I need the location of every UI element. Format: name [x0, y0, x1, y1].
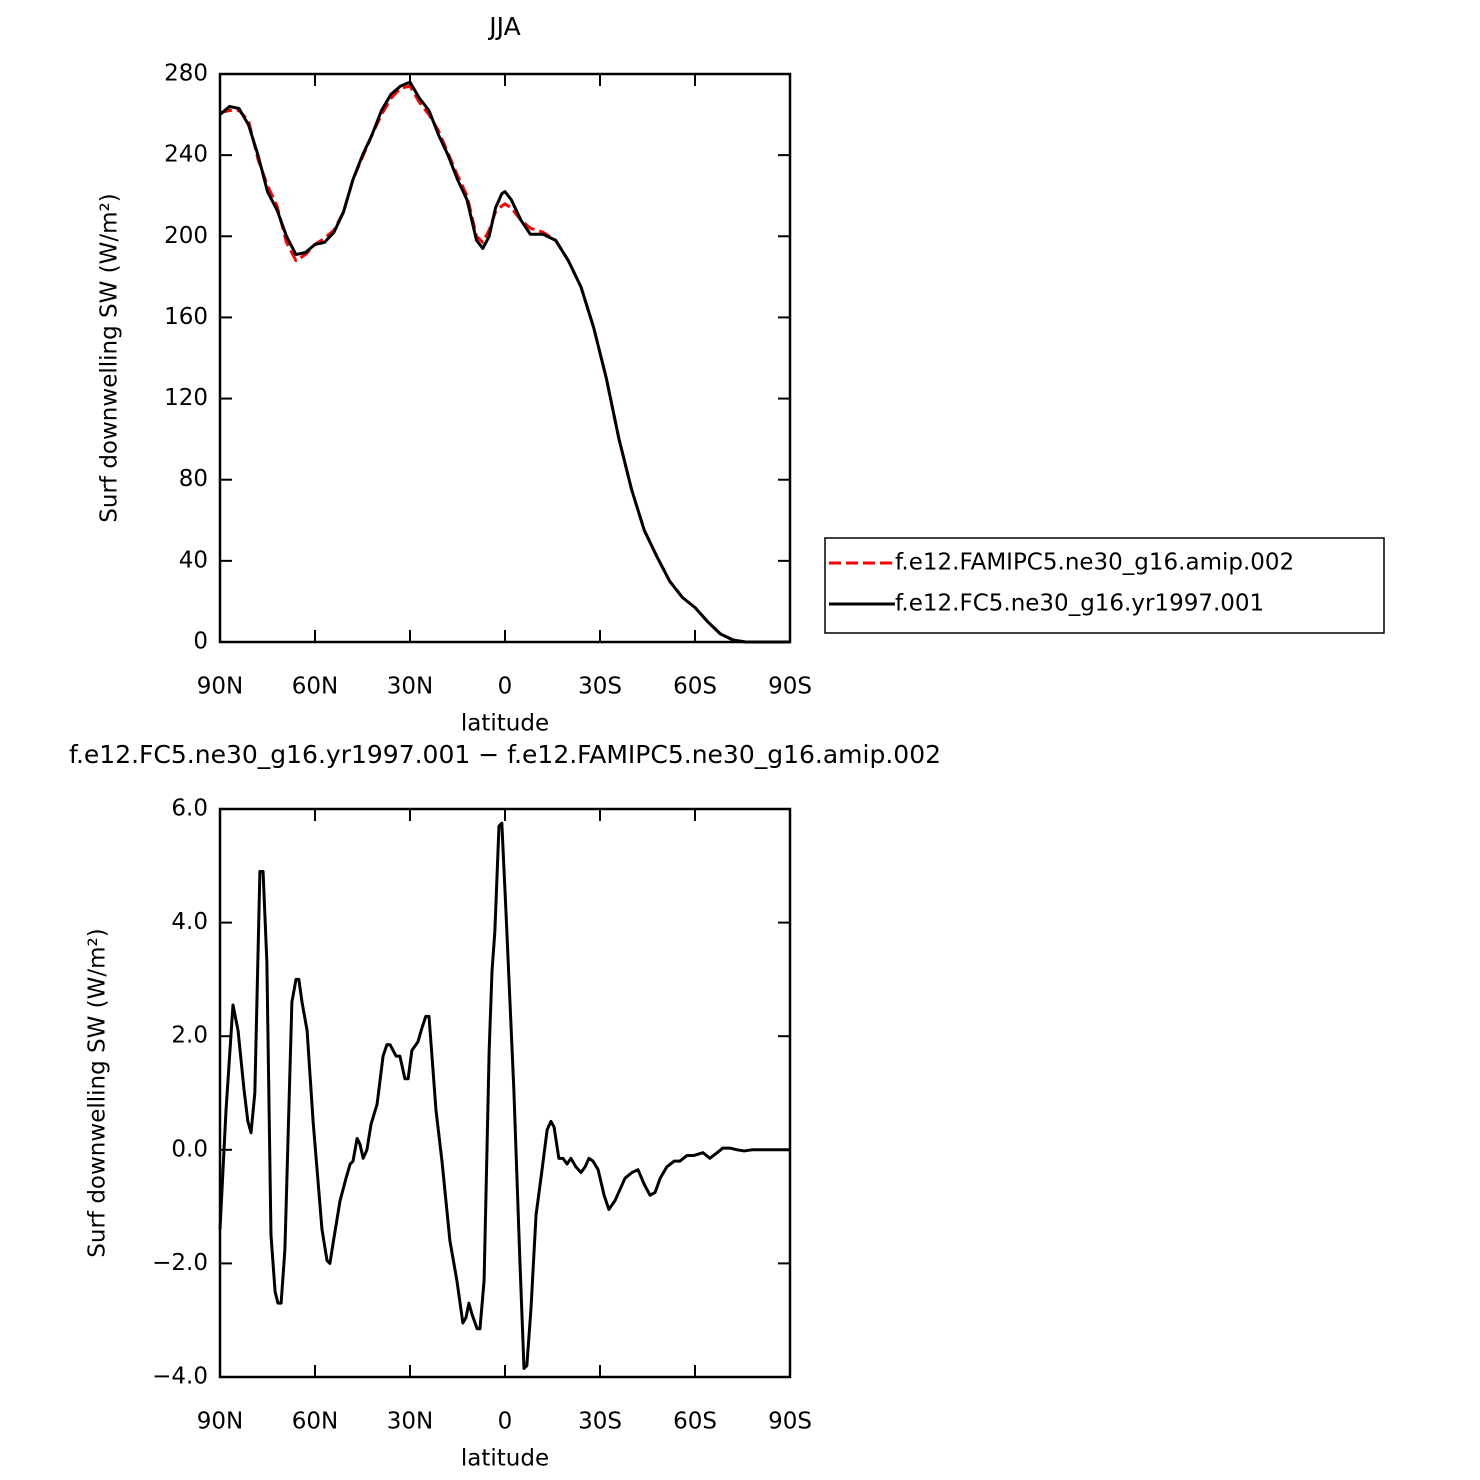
x-tick-label: 60N	[292, 1409, 338, 1435]
data-line	[219, 84, 790, 644]
legend-label: f.e12.FAMIPC5.ne30_g16.amip.002	[895, 550, 1294, 576]
y-tick-label: 80	[179, 466, 208, 492]
data-line	[218, 821, 790, 1370]
x-tick-label: 30N	[387, 1409, 433, 1435]
x-tick-label: 0	[498, 1409, 513, 1435]
y-tick-label: −4.0	[152, 1364, 208, 1390]
x-tick-label: 60S	[673, 674, 717, 700]
y-tick-label: 4.0	[171, 909, 208, 935]
y-tick-label: 40	[179, 547, 208, 573]
x-tick-label: 90N	[197, 674, 243, 700]
data-line	[219, 80, 790, 644]
x-tick-label: 60S	[673, 1409, 717, 1435]
y-tick-label: 160	[164, 304, 208, 330]
y-tick-label: 120	[164, 385, 208, 411]
plot-frame	[218, 807, 792, 1379]
y-axis-label: Surf downwelling SW (W/m²)	[85, 928, 111, 1257]
y-axis-label: Surf downwelling SW (W/m²)	[97, 193, 123, 522]
y-tick-label: 0.0	[171, 1136, 208, 1162]
chart-title: JJA	[487, 12, 520, 41]
x-tick-label: 30S	[578, 1409, 622, 1435]
y-tick-label: −2.0	[152, 1250, 208, 1276]
chart-title: f.e12.FC5.ne30_g16.yr1997.001 − f.e12.FA…	[69, 740, 941, 769]
x-tick-label: 0	[498, 674, 513, 700]
y-tick-label: 280	[164, 61, 208, 87]
x-tick-label: 30N	[387, 674, 433, 700]
x-axis-label: latitude	[461, 1446, 549, 1472]
y-tick-label: 240	[164, 142, 208, 168]
x-axis-label: latitude	[461, 711, 549, 737]
y-tick-label: 2.0	[171, 1023, 208, 1049]
x-tick-label: 90S	[768, 1409, 812, 1435]
x-tick-label: 90S	[768, 674, 812, 700]
x-tick-label: 30S	[578, 674, 622, 700]
legend-box	[824, 537, 1385, 634]
x-tick-label: 90N	[197, 1409, 243, 1435]
x-tick-label: 60N	[292, 674, 338, 700]
legend-label: f.e12.FC5.ne30_g16.yr1997.001	[895, 591, 1264, 617]
plot-frame	[218, 72, 792, 644]
y-tick-label: 6.0	[171, 796, 208, 822]
y-tick-label: 0	[193, 629, 208, 655]
y-tick-label: 200	[164, 223, 208, 249]
